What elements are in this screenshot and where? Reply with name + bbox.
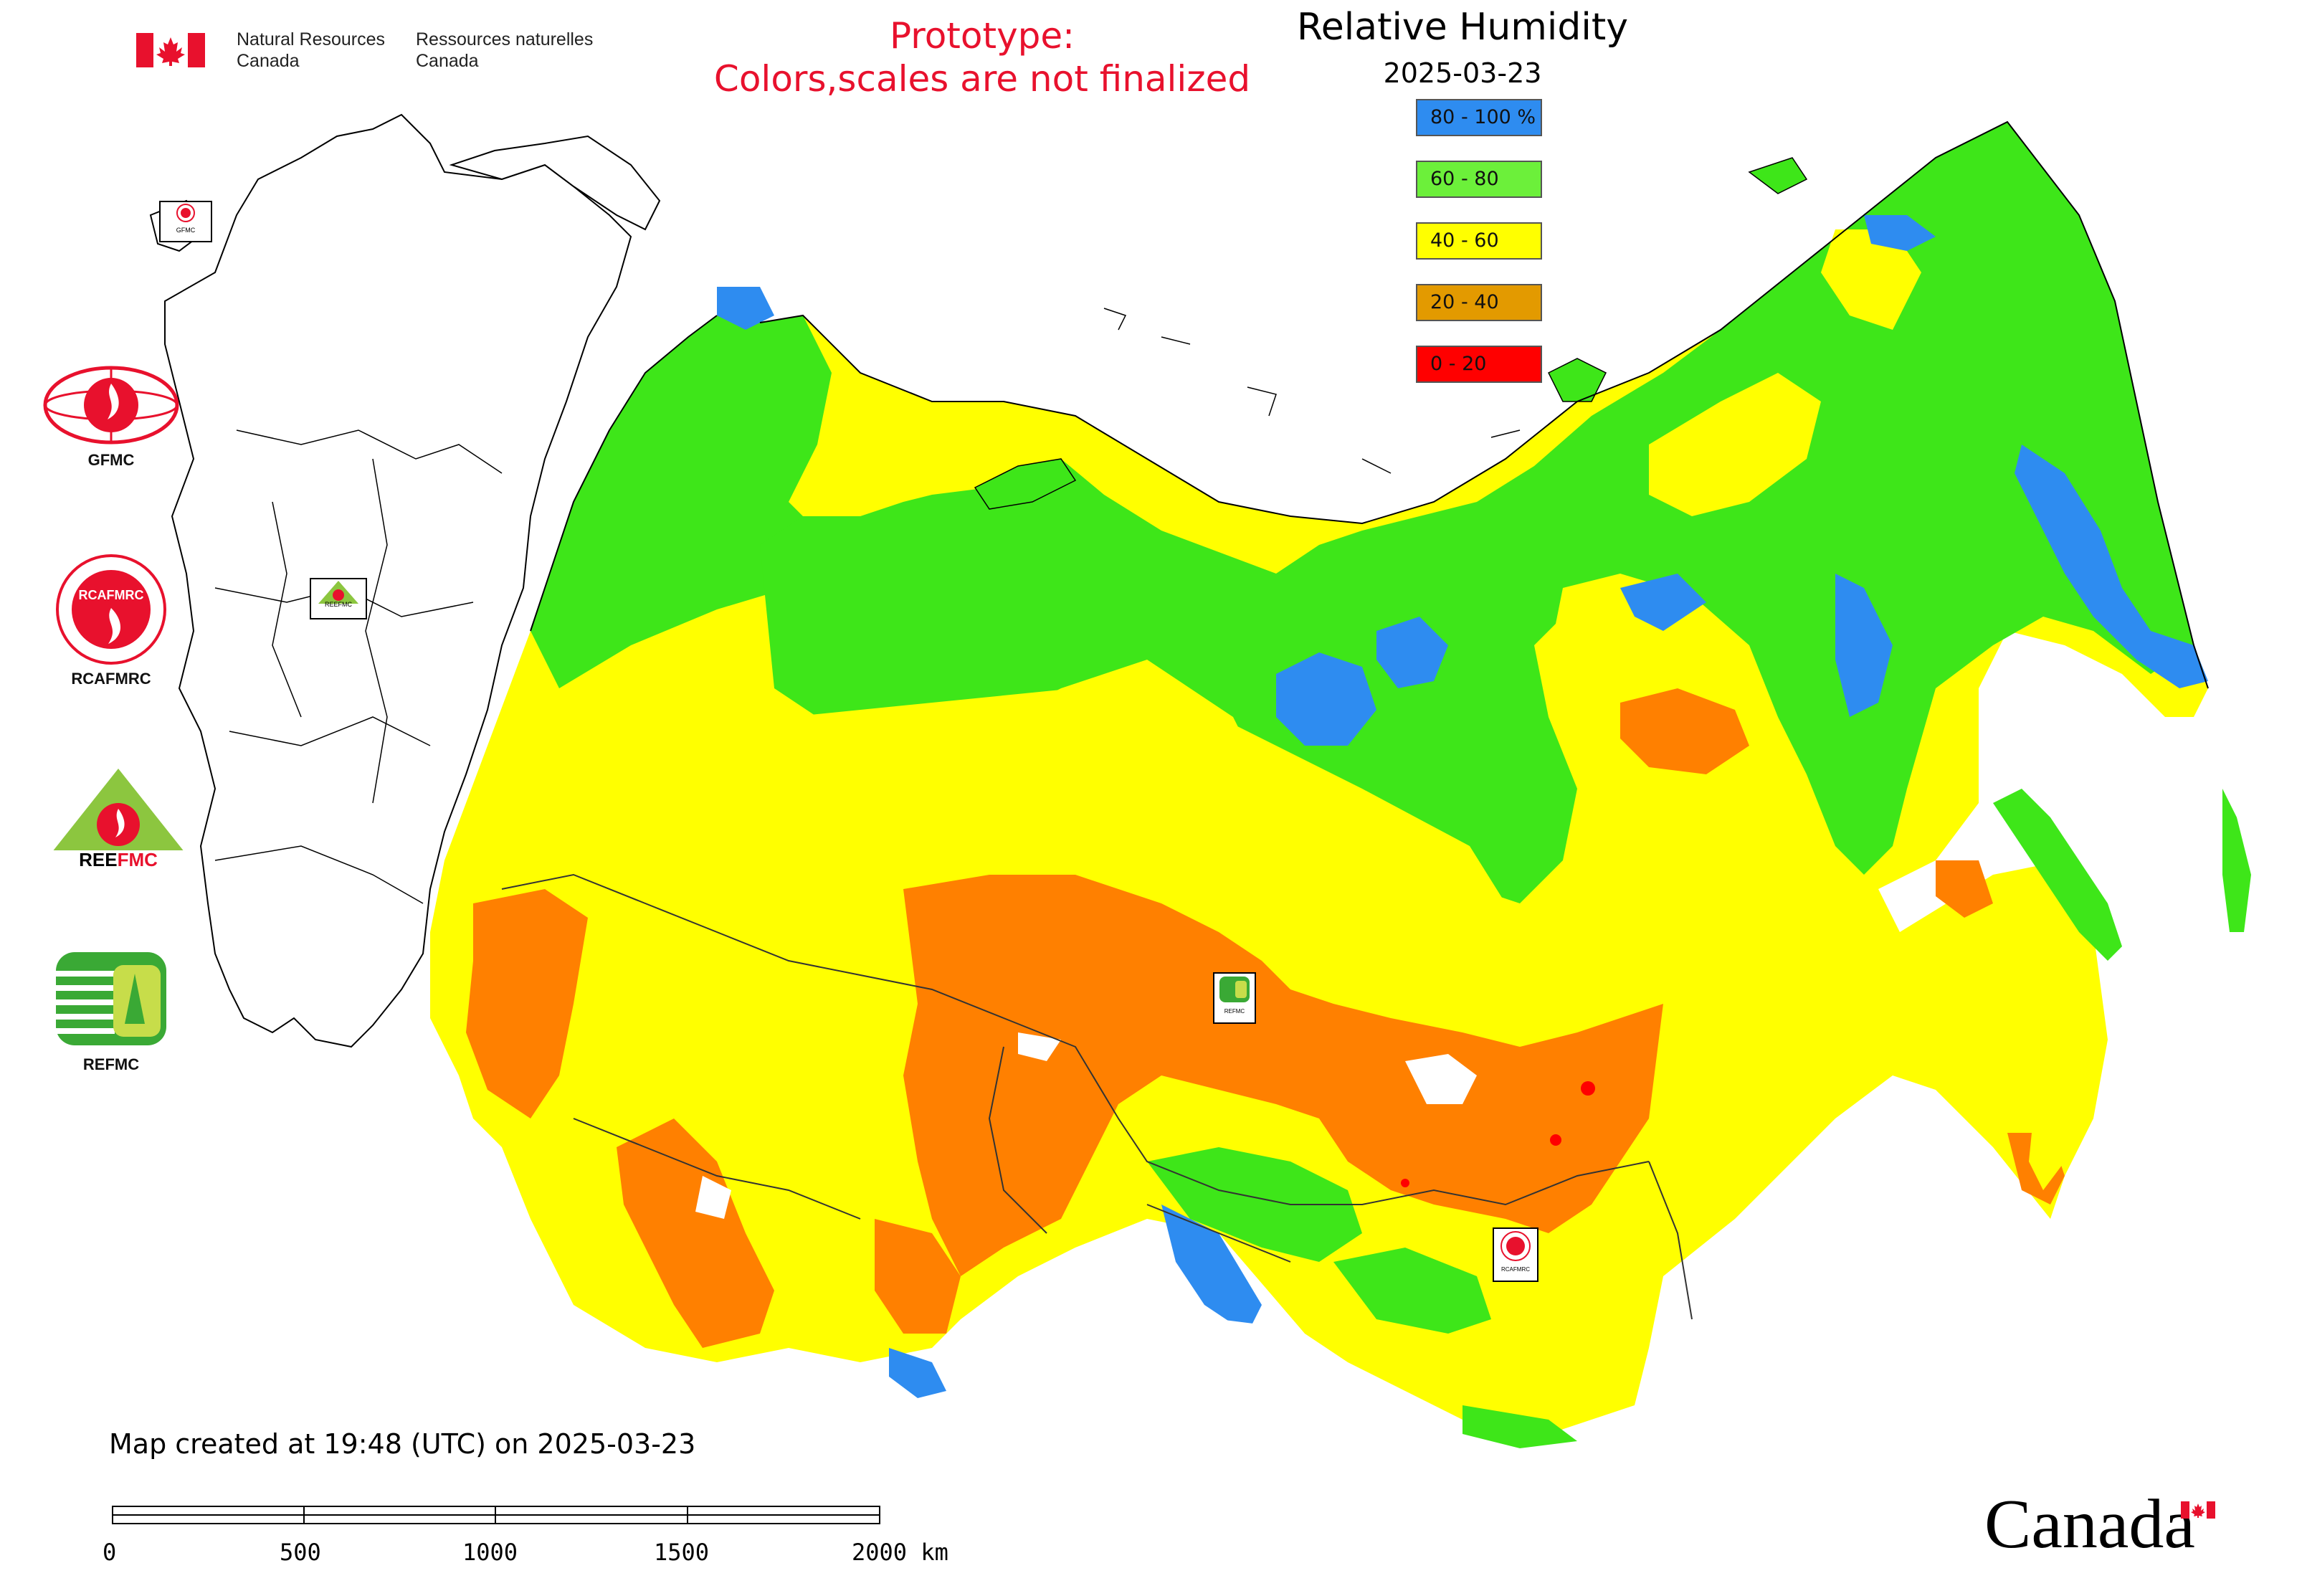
gfmc-logo: GFMC bbox=[39, 362, 183, 470]
agency-name-fr: Ressources naturelles Canada bbox=[416, 29, 594, 71]
scale-tick-0: 0 bbox=[103, 1539, 117, 1566]
map-created-label: Map created at 19:48 (UTC) on 2025-03-23 bbox=[109, 1428, 696, 1460]
legend-item-0-20: 0 - 20 bbox=[1416, 346, 1542, 383]
refmc-logo: REFMC bbox=[50, 945, 194, 1088]
legend-item-20-40: 20 - 40 bbox=[1416, 284, 1542, 321]
region-green-north bbox=[531, 315, 832, 688]
agency-name-en: Natural Resources Canada bbox=[237, 29, 386, 71]
canada-flag-icon bbox=[136, 33, 205, 67]
gfmc-marker-icon: GFMC bbox=[159, 201, 212, 242]
scale-tick-1500: 1500 bbox=[654, 1539, 710, 1566]
refmc-label: REFMC bbox=[82, 1055, 140, 1073]
rcafmrc-logo: RCAFMRC RCAFMRC bbox=[39, 552, 183, 688]
reefmc-marker-icon: REEFMC bbox=[310, 578, 367, 619]
legend-item-80-100: 80 - 100 % bbox=[1416, 99, 1542, 136]
svg-text:RCAFMRC: RCAFMRC bbox=[79, 588, 144, 602]
region-blue bbox=[717, 215, 2208, 1398]
prototype-notice: Prototype: Colors,scales are not finaliz… bbox=[713, 15, 1251, 100]
country-borders bbox=[501, 873, 1693, 1320]
map-date: 2025-03-23 bbox=[1383, 57, 1542, 89]
map-title: Relative Humidity bbox=[1296, 6, 1628, 49]
region-red bbox=[1401, 1081, 1595, 1187]
rcafmrc-label: RCAFMRC bbox=[71, 670, 151, 688]
canada-wordmark: Canada bbox=[1984, 1486, 2195, 1563]
scale-tick-2000: 2000 km bbox=[852, 1539, 948, 1566]
wordmark-flag-icon bbox=[2181, 1501, 2215, 1519]
gfmc-label: GFMC bbox=[87, 451, 135, 469]
rcafmrc-marker-icon: RCAFMRC bbox=[1493, 1227, 1538, 1282]
refmc-marker-icon: REFMC bbox=[1213, 972, 1256, 1024]
scale-tick-500: 500 bbox=[280, 1539, 321, 1566]
svg-text:REEFMC: REEFMC bbox=[79, 849, 158, 870]
legend-item-40-60: 40 - 60 bbox=[1416, 222, 1542, 260]
scale-bar bbox=[112, 1506, 880, 1524]
scale-tick-1000: 1000 bbox=[462, 1539, 518, 1566]
legend-item-60-80: 60 - 80 bbox=[1416, 161, 1542, 198]
reefmc-logo: REEFMC bbox=[39, 766, 197, 880]
